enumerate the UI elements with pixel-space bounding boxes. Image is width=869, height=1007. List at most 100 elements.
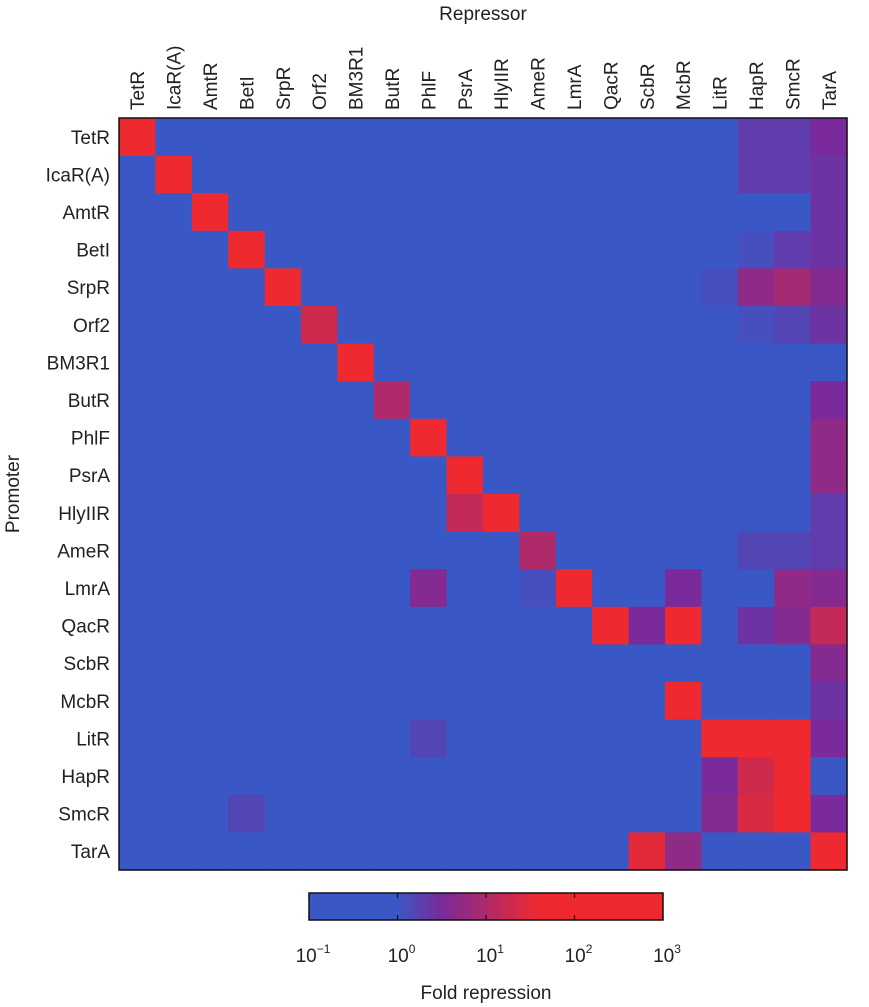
heatmap-cell <box>410 494 448 533</box>
heatmap-cell <box>810 306 848 345</box>
heatmap-cell <box>264 719 302 758</box>
heatmap-cell <box>228 757 266 796</box>
heatmap-cell <box>665 682 702 721</box>
heatmap-cell <box>628 682 666 721</box>
heatmap-cell <box>483 531 520 570</box>
heatmap-cell <box>810 456 848 495</box>
heatmap-cell <box>410 230 448 269</box>
heatmap-cell <box>592 606 630 645</box>
y-tick-label: PsrA <box>69 466 111 487</box>
heatmap-cell <box>665 794 702 833</box>
x-tick-label: PhlF <box>419 71 440 110</box>
heatmap-cell <box>191 832 229 871</box>
heatmap-cell <box>701 719 739 758</box>
heatmap-cell <box>555 306 593 345</box>
heatmap-cell <box>737 719 775 758</box>
heatmap-cell <box>628 230 666 269</box>
x-tick-labels: TetR IcaR(A) AmtR BetI SrpR Orf2 BM3R1 ButR PhlF… <box>128 46 841 110</box>
heatmap-cell <box>155 494 193 533</box>
heatmap-cell <box>701 456 739 495</box>
heatmap-cell <box>337 230 375 269</box>
heatmap-cell <box>264 794 302 833</box>
y-tick-label: LitR <box>76 729 110 750</box>
heatmap-cell <box>519 381 557 420</box>
heatmap-cell <box>373 682 411 721</box>
heatmap-cell <box>264 193 302 232</box>
heatmap-cell <box>301 418 338 457</box>
heatmap-cell <box>592 418 630 457</box>
heatmap-cell <box>665 832 702 871</box>
heatmap-cell <box>774 569 812 608</box>
heatmap-cell <box>410 418 448 457</box>
heatmap-cell <box>337 719 375 758</box>
heatmap-cell <box>665 418 702 457</box>
heatmap-cell <box>264 569 302 608</box>
heatmap-cell <box>337 644 375 683</box>
heatmap-cell <box>155 757 193 796</box>
x-tick-label: LitR <box>711 76 732 110</box>
plot-frame <box>118 117 848 871</box>
heatmap-cell <box>665 757 702 796</box>
heatmap-cell <box>701 268 739 307</box>
heatmap-cell <box>519 306 557 345</box>
heatmap-cell <box>519 155 557 194</box>
heatmap-cell <box>810 682 848 721</box>
heatmap-cell <box>119 118 156 157</box>
heatmap-cell <box>446 494 484 533</box>
heatmap-cell <box>592 343 630 382</box>
heatmap-cell <box>264 682 302 721</box>
heatmap-cell <box>519 531 557 570</box>
x-tick-label: BetI <box>237 76 258 110</box>
heatmap-cell <box>810 569 848 608</box>
heatmap-cell <box>264 381 302 420</box>
heatmap-cell <box>228 155 266 194</box>
heatmap-cell <box>774 682 812 721</box>
heatmap-cell <box>373 456 411 495</box>
heatmap-cell <box>337 682 375 721</box>
heatmap-cell <box>737 757 775 796</box>
heatmap-cell <box>373 306 411 345</box>
heatmap-cell <box>483 757 520 796</box>
heatmap-cell <box>701 193 739 232</box>
heatmap-cell <box>483 155 520 194</box>
heatmap-cell <box>701 682 739 721</box>
heatmap-cell <box>155 606 193 645</box>
heatmap-cell <box>264 644 302 683</box>
heatmap-cell <box>774 494 812 533</box>
heatmap-cell <box>337 606 375 645</box>
heatmap-cell <box>701 832 739 871</box>
colorbar-ticks: 10−1 100 101 102 103 <box>296 893 681 967</box>
heatmap-cell <box>628 757 666 796</box>
x-tick-label: McbR <box>674 60 695 110</box>
heatmap-cell <box>628 719 666 758</box>
colorbar-tick-label: 10−1 <box>296 942 331 967</box>
heatmap-cell <box>155 682 193 721</box>
heatmap-cell <box>665 155 702 194</box>
heatmap-cell <box>555 682 593 721</box>
heatmap-cell <box>337 494 375 533</box>
heatmap-cell <box>737 794 775 833</box>
heatmap-cell <box>483 644 520 683</box>
heatmap-cell <box>373 794 411 833</box>
x-tick-label: HlyIIR <box>492 58 513 110</box>
heatmap-cell <box>446 569 484 608</box>
heatmap-cell <box>155 268 193 307</box>
heatmap-cell <box>410 531 448 570</box>
heatmap-cell <box>301 794 338 833</box>
heatmap-cell <box>810 381 848 420</box>
heatmap-cell <box>191 230 229 269</box>
heatmap-cell <box>810 268 848 307</box>
heatmap-cell <box>228 343 266 382</box>
heatmap-cell <box>264 757 302 796</box>
heatmap-cell <box>264 494 302 533</box>
heatmap-cell <box>555 531 593 570</box>
heatmap-cell <box>483 456 520 495</box>
x-tick-label: AmeR <box>529 57 550 110</box>
y-tick-label: IcaR(A) <box>46 165 110 186</box>
heatmap-cell <box>155 230 193 269</box>
heatmap-cell <box>519 456 557 495</box>
heatmap-cell <box>592 794 630 833</box>
heatmap-cell <box>555 118 593 157</box>
heatmap-cell <box>774 757 812 796</box>
heatmap-cell <box>301 719 338 758</box>
